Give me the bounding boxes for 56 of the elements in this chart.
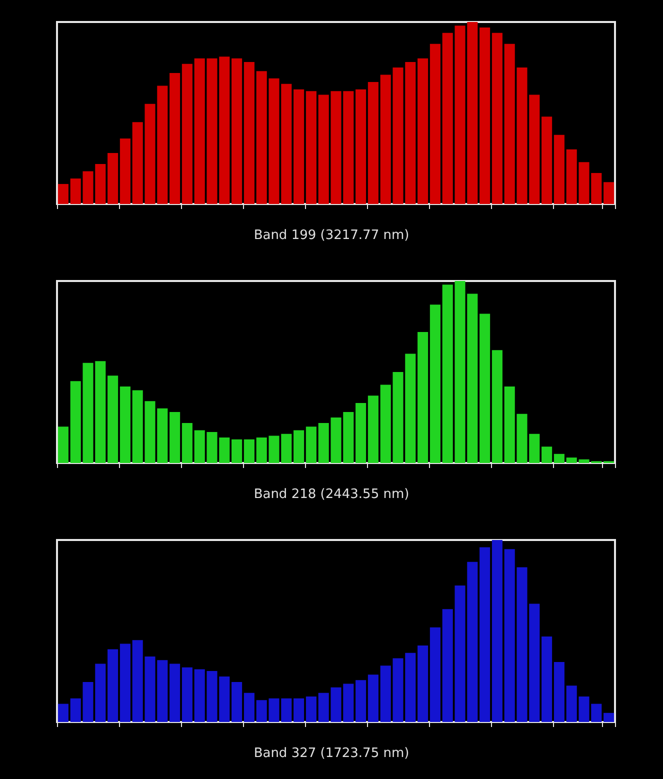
bar: [306, 696, 316, 722]
bar: [356, 89, 366, 204]
bar: [418, 332, 428, 463]
bar: [368, 674, 378, 722]
bar: [182, 422, 192, 463]
bar: [492, 540, 502, 722]
bar: [604, 712, 614, 722]
bar: [542, 116, 552, 204]
bar: [430, 627, 440, 722]
bar: [182, 64, 192, 204]
bar: [58, 426, 68, 463]
bar: [356, 402, 366, 463]
bar: [554, 454, 564, 463]
bar: [58, 704, 68, 722]
bar: [356, 680, 366, 722]
bar: [108, 649, 118, 722]
bar: [430, 44, 440, 204]
bar: [244, 439, 254, 463]
bar: [306, 426, 316, 463]
bar: [294, 430, 304, 463]
bar: [480, 314, 490, 463]
bar: [182, 667, 192, 722]
bar: [120, 644, 130, 722]
bar: [244, 692, 254, 722]
bar: [604, 182, 614, 204]
bar: [492, 350, 502, 463]
bar: [480, 547, 490, 722]
text: Band 327 (1723.75 nm): [254, 746, 410, 761]
bar: [368, 396, 378, 463]
bar: [554, 662, 564, 722]
bar: [294, 698, 304, 722]
bar: [418, 646, 428, 722]
bar: [120, 386, 130, 463]
bar: [554, 134, 564, 204]
bar: [418, 58, 428, 204]
bar: [108, 153, 118, 204]
bar: [120, 138, 130, 204]
text: Band 199 (3217.77 nm): [254, 228, 410, 243]
bar: [170, 664, 180, 722]
bar: [430, 304, 440, 463]
bar: [306, 91, 316, 204]
bar: [232, 682, 242, 722]
bar: [170, 412, 180, 463]
bar: [232, 439, 242, 463]
text: Band 218 (2443.55 nm): [254, 487, 410, 502]
bar: [542, 636, 552, 722]
bar: [480, 27, 490, 204]
bar: [294, 89, 304, 204]
bar: [492, 32, 502, 204]
bar: [232, 58, 242, 204]
bar: [244, 62, 254, 204]
bar: [108, 376, 118, 463]
bar: [58, 184, 68, 204]
bar: [542, 446, 552, 463]
bar: [368, 82, 378, 204]
bar: [170, 72, 180, 204]
